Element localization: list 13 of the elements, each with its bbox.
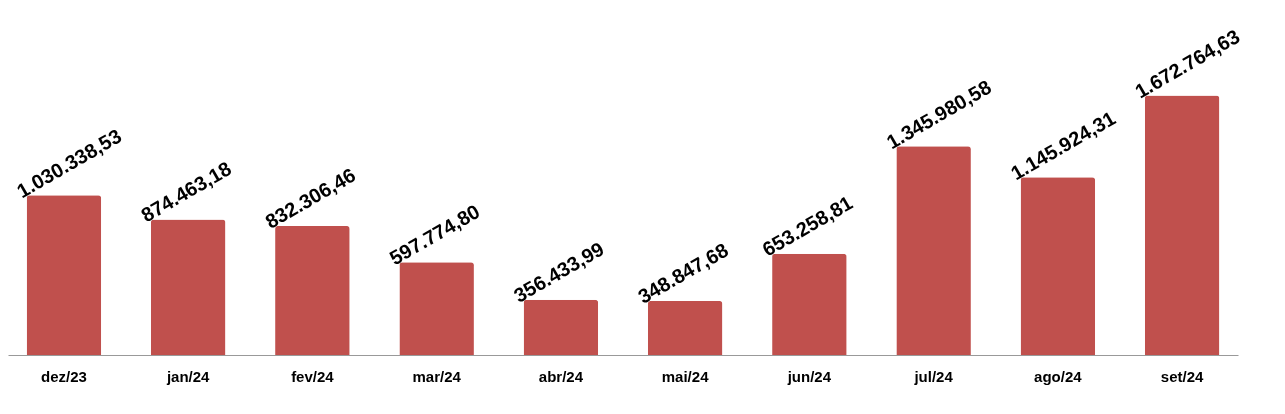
x-tick-label: abr/24 (538, 367, 584, 385)
x-tick-label: dez/23 (40, 367, 87, 385)
bar (772, 253, 847, 355)
x-tick-label: fev/24 (291, 367, 335, 385)
x-tick-label: jan/24 (165, 367, 211, 385)
x-tick-label: jul/24 (913, 367, 954, 385)
bar (150, 219, 226, 355)
x-tick-label: mar/24 (412, 367, 462, 385)
x-tick-label: set/24 (1160, 367, 1205, 385)
bar (399, 262, 474, 355)
x-tick-label: jun/24 (786, 367, 832, 385)
x-tick-label: mai/24 (661, 367, 710, 385)
x-tick-label: ago/24 (1034, 367, 1083, 385)
